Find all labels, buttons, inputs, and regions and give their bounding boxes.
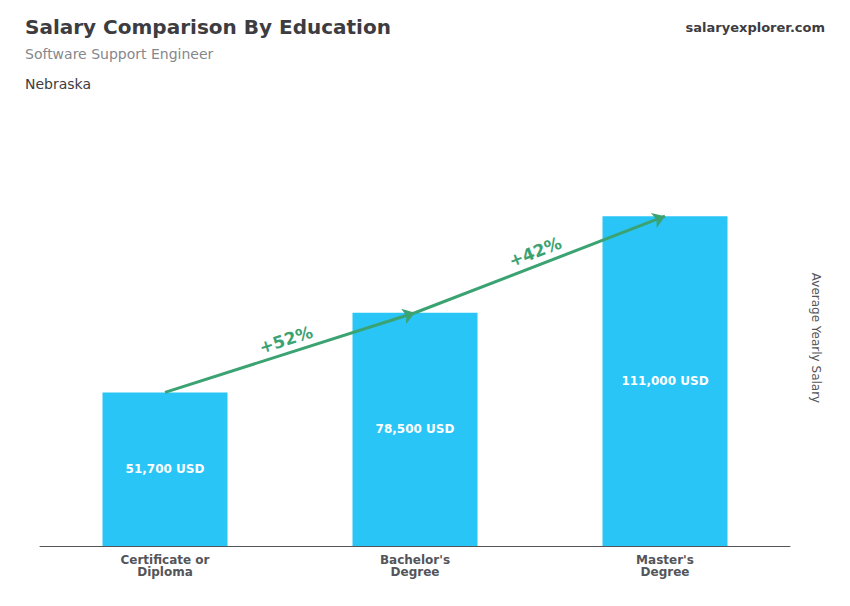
- svg-text:Diploma: Diploma: [137, 565, 193, 579]
- svg-text:Nebraska: Nebraska: [25, 76, 91, 92]
- svg-text:Degree: Degree: [391, 565, 440, 579]
- svg-text:78,500 USD: 78,500 USD: [376, 422, 455, 436]
- svg-text:51,700 USD: 51,700 USD: [126, 462, 205, 476]
- svg-text:Salary Comparison By Education: Salary Comparison By Education: [25, 15, 391, 39]
- svg-text:+52%: +52%: [257, 322, 315, 358]
- svg-text:111,000 USD: 111,000 USD: [621, 374, 708, 388]
- svg-text:Master's: Master's: [636, 553, 694, 567]
- svg-text:Software Support Engineer: Software Support Engineer: [25, 46, 214, 62]
- svg-text:Certificate or: Certificate or: [120, 553, 210, 567]
- svg-text:Bachelor's: Bachelor's: [379, 553, 451, 567]
- svg-text:Degree: Degree: [641, 565, 690, 579]
- svg-text:salaryexplorer.com: salaryexplorer.com: [686, 20, 825, 35]
- svg-text:+42%: +42%: [506, 233, 564, 271]
- svg-text:Average Yearly Salary: Average Yearly Salary: [809, 273, 823, 403]
